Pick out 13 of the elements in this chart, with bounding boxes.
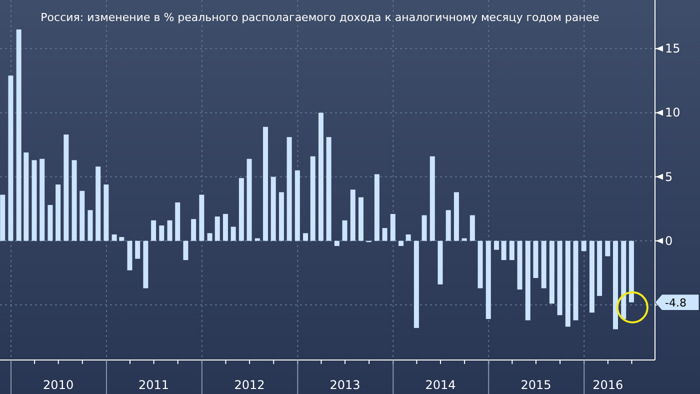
x-tick-label: 2014	[425, 378, 456, 392]
y-tick-label: 10	[665, 106, 680, 120]
x-tick-label: 2010	[43, 378, 74, 392]
x-tick-label: 2011	[138, 378, 170, 392]
x-tick-label: 2016	[592, 378, 624, 392]
annotation: -4.8	[665, 296, 686, 310]
y-tick-label: 15	[665, 42, 680, 56]
text: Россия: изменение в % реального располагаемого дохода к аналогичному месяцу годом ранее	[40, 11, 600, 24]
y-tick-label: 0	[665, 234, 673, 248]
x-tick-label: 2013	[330, 378, 360, 392]
y-tick-label: 5	[665, 170, 673, 184]
x-tick-label: 2015	[520, 378, 552, 392]
x-tick-label: 2012	[234, 378, 265, 392]
